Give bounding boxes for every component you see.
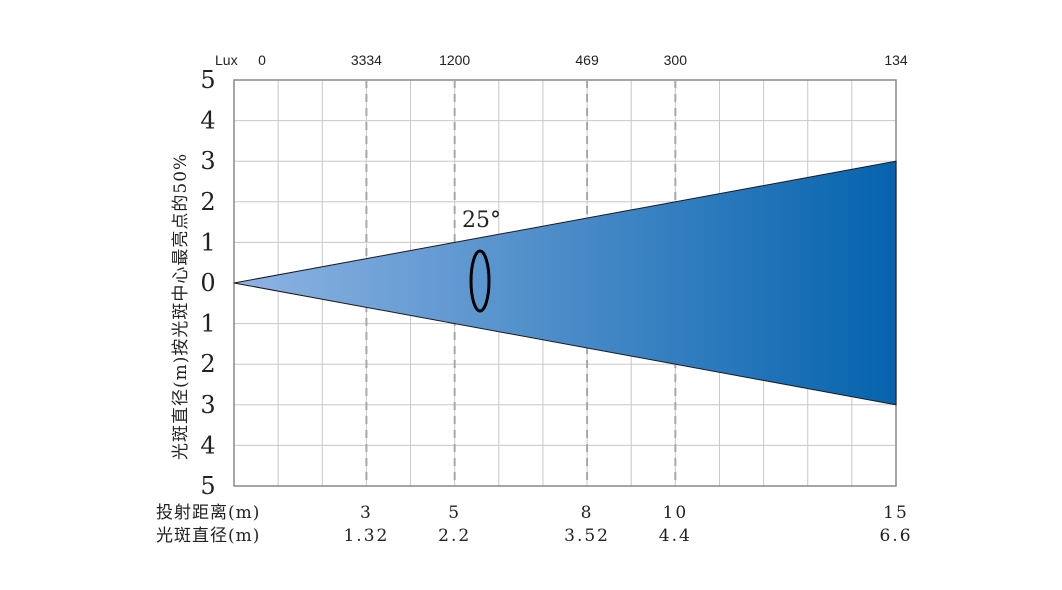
y-tick-label: 3	[200, 147, 215, 175]
lux-tick-label: 469	[575, 52, 599, 68]
row-label-diameter: 光斑直径(m)	[156, 526, 260, 546]
lux-tick-label: 134	[884, 52, 908, 68]
bottom-value-rows: 3 5 8 10 15 1.32 2.2 3.52 4.4 6.6	[343, 503, 912, 546]
y-tick-label: 0	[200, 269, 215, 297]
y-tick-label: 5	[200, 472, 215, 500]
distance-value: 10	[663, 503, 689, 523]
lux-tick-label: 3334	[351, 52, 382, 68]
lux-unit-label: Lux	[215, 52, 238, 68]
distance-value: 3	[360, 503, 373, 523]
row-label-distance: 投射距离(m)	[156, 503, 260, 523]
y-tick-label: 5	[200, 66, 215, 94]
y-tick-label: 2	[200, 350, 215, 378]
lux-tick-label: 300	[664, 52, 688, 68]
diameter-value: 2.2	[438, 526, 471, 546]
beam-spot-ellipse	[469, 249, 491, 313]
diameter-value: 4.4	[659, 526, 692, 546]
diameter-value: 3.52	[564, 526, 610, 546]
y-axis-ticks: 5 4 3 2 1 0 1 2 3 4 5	[200, 66, 215, 500]
y-tick-label: 4	[200, 431, 215, 459]
distance-value: 8	[581, 503, 594, 523]
y-tick-label: 2	[200, 188, 215, 216]
diameter-value: 1.32	[343, 526, 389, 546]
y-tick-label: 4	[200, 107, 215, 135]
lux-tick-label: 0	[258, 52, 266, 68]
diameter-value: 6.6	[879, 526, 912, 546]
y-tick-label: 3	[200, 391, 215, 419]
lux-axis: 0 3334 1200 469 300 134	[258, 52, 908, 68]
y-tick-label: 1	[200, 310, 215, 338]
distance-value: 5	[448, 503, 461, 523]
beam-cone	[233, 160, 897, 406]
lux-tick-label: 1200	[439, 52, 470, 68]
y-axis-label: 光斑直径(m)按光斑中心最亮点的50%	[171, 153, 191, 460]
beam-angle-label: 25°	[462, 208, 501, 233]
y-tick-label: 1	[200, 228, 215, 256]
distance-value: 15	[883, 503, 909, 523]
